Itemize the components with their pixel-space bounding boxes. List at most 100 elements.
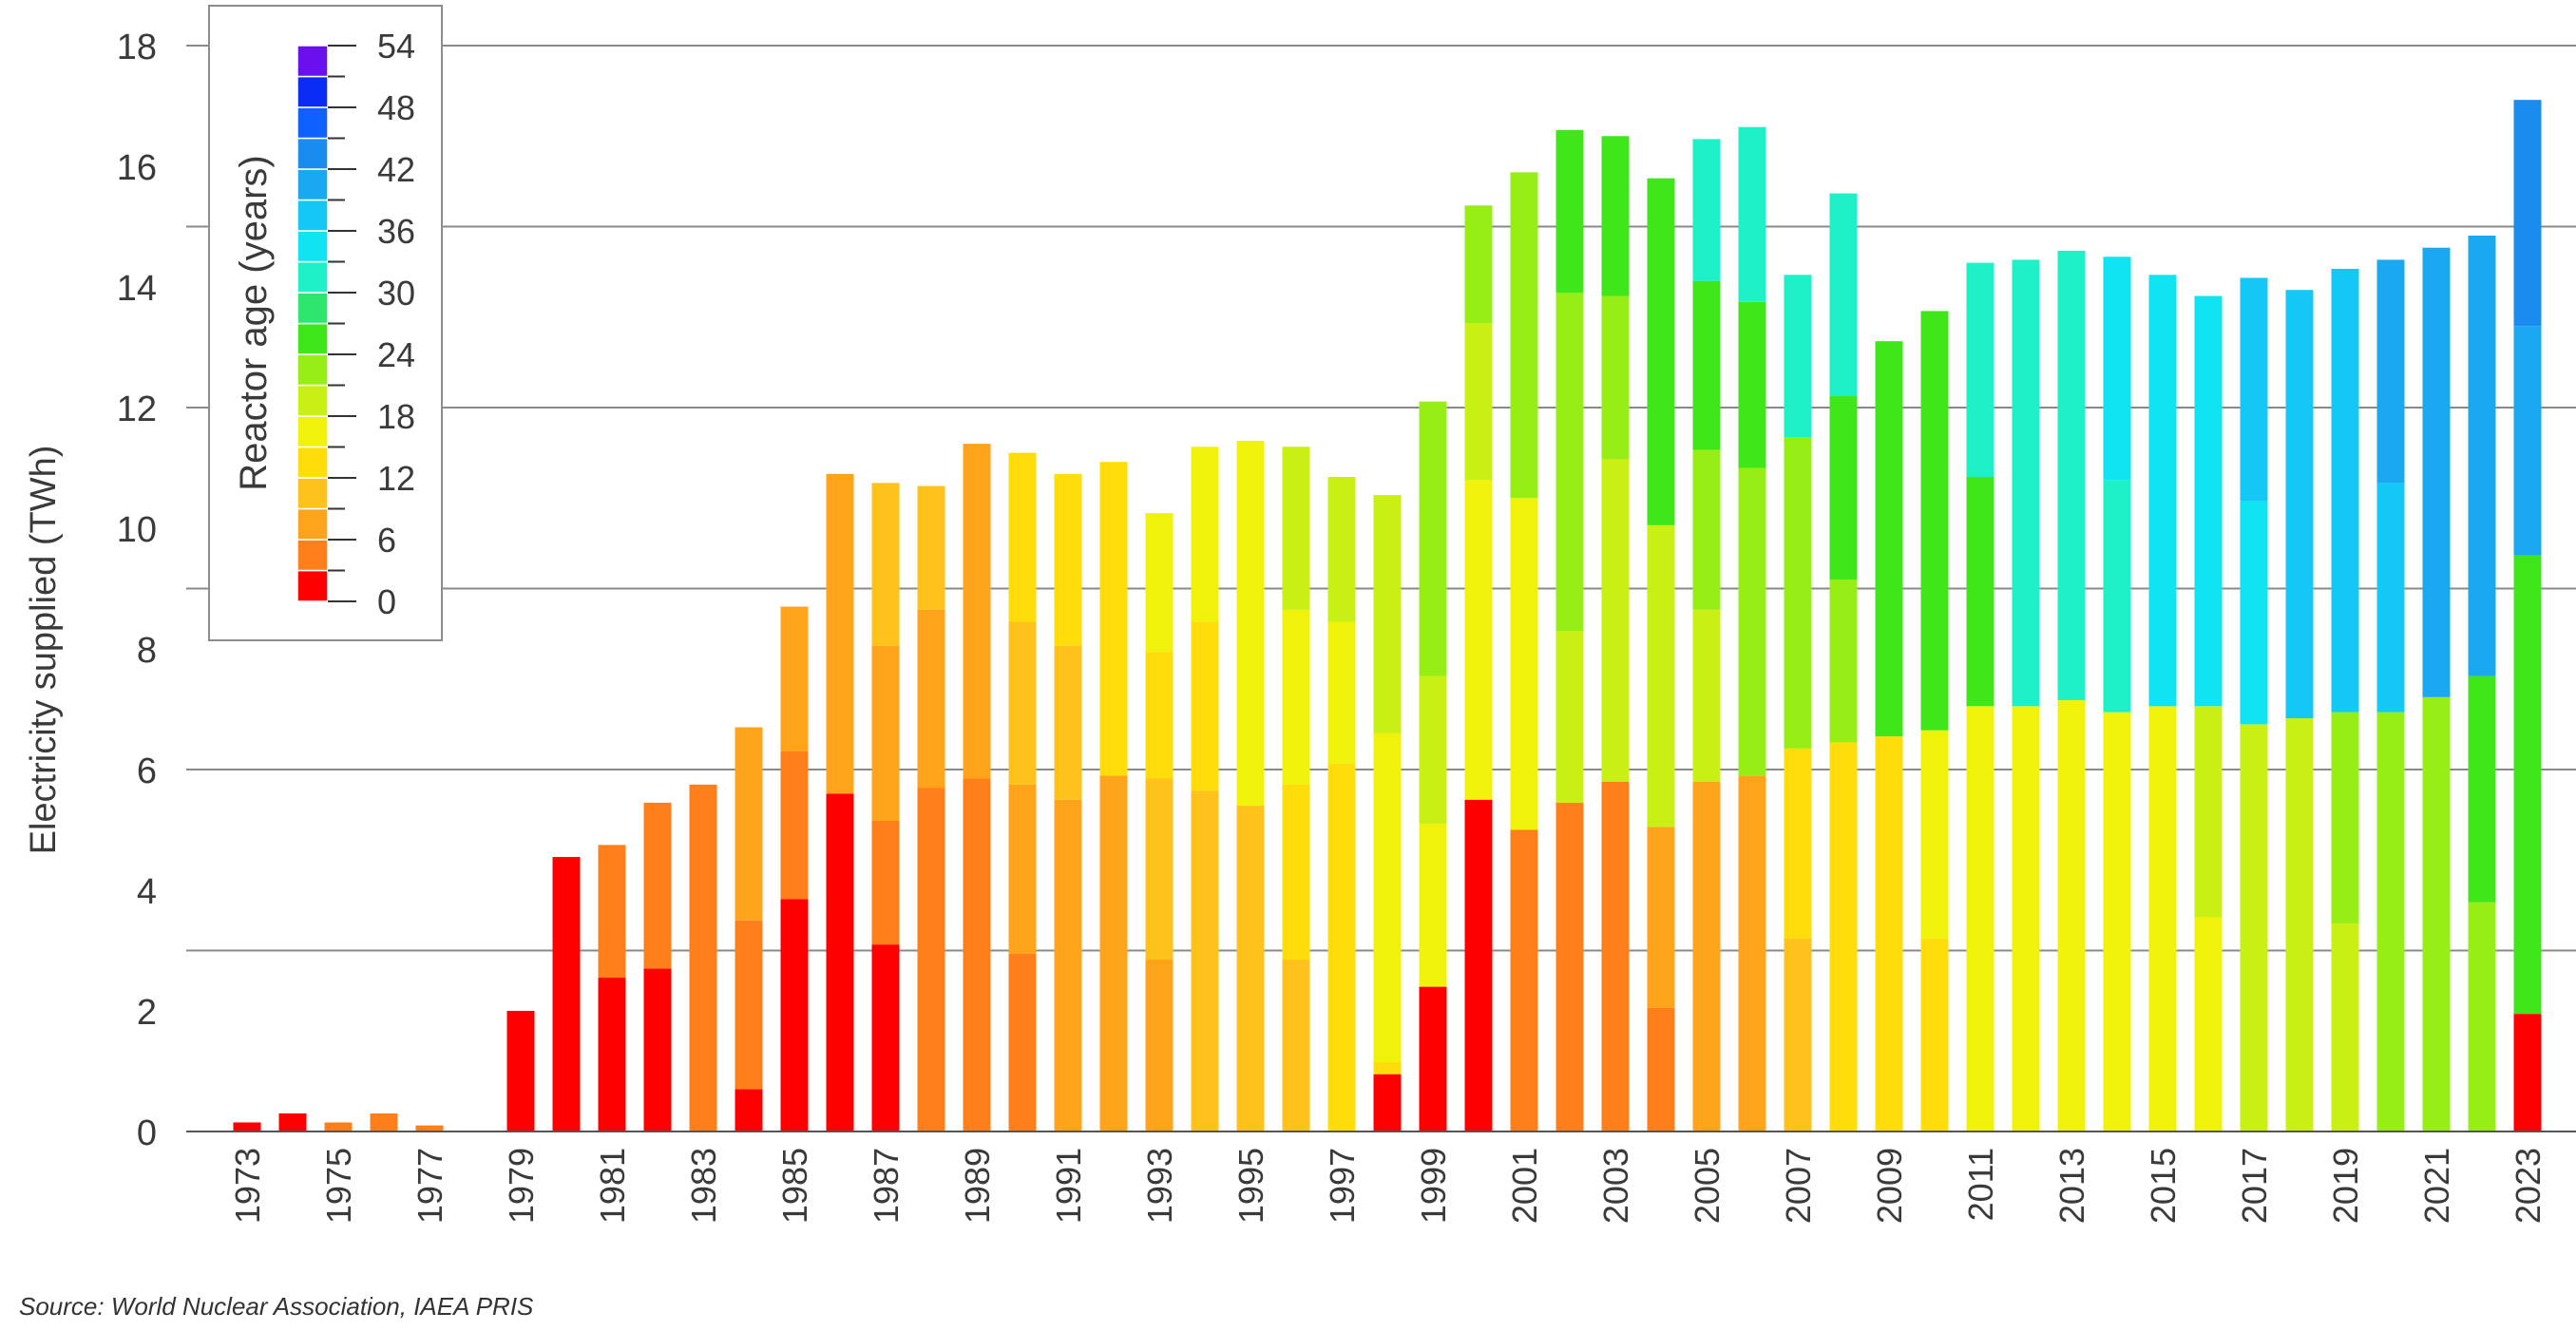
legend-swatch <box>296 477 329 510</box>
bar-segment <box>1875 341 1903 737</box>
bar-segment <box>780 606 809 751</box>
colorbar-legend: Reactor age (years) 0 6 12 18 24 30 36 42 48 54 <box>208 5 443 641</box>
legend-tick-label: 18 <box>377 397 415 436</box>
bar-segment <box>2468 675 2496 903</box>
x-tick-label: 2009 <box>1870 1148 1909 1224</box>
bar-segment <box>735 727 763 921</box>
x-tick-label: 1993 <box>1140 1148 1179 1224</box>
legend-tick-label: 30 <box>377 274 415 313</box>
bar-2013 <box>2057 250 2086 1131</box>
y-tick-label: 14 <box>117 269 157 309</box>
bar-2003 <box>1601 136 1630 1131</box>
bar-segment <box>1419 824 1447 987</box>
x-tick-label: 2003 <box>1596 1148 1635 1224</box>
y-tick-label: 16 <box>117 148 157 188</box>
bar-segment <box>1008 452 1037 622</box>
x-tick-label: 1983 <box>684 1148 723 1224</box>
bar-segment <box>780 899 809 1131</box>
bar-segment <box>917 609 945 789</box>
legend-swatch <box>296 230 329 263</box>
bar-1976 <box>370 1112 398 1131</box>
legend-swatches <box>296 45 329 602</box>
bar-segment <box>1692 449 1721 610</box>
bar-2023 <box>2513 100 2542 1131</box>
bar-2008 <box>1829 193 1858 1131</box>
bar-2001 <box>1510 172 1538 1131</box>
bar-segment <box>643 968 672 1131</box>
legend-swatch <box>296 353 329 387</box>
bar-1993 <box>1145 513 1174 1131</box>
bar-segment <box>1738 775 1766 1131</box>
bar-segment <box>1419 675 1447 825</box>
bar-segment <box>598 978 626 1131</box>
bar-1987 <box>871 483 900 1131</box>
bar-2012 <box>2012 259 2040 1131</box>
bar-segment <box>1282 609 1310 785</box>
bar-segment <box>1510 829 1538 1131</box>
y-tick-label: 4 <box>137 872 157 912</box>
bar-segment <box>1419 986 1447 1131</box>
bar-segment <box>1829 193 1858 396</box>
bar-2000 <box>1464 205 1493 1131</box>
bar-1988 <box>917 485 945 1131</box>
bar-1973 <box>233 1122 261 1131</box>
bar-segment <box>2240 501 2268 725</box>
bar-segment <box>1692 609 1721 782</box>
bar-segment <box>1145 513 1174 653</box>
bar-segment <box>1784 275 1812 438</box>
legend-swatch <box>296 137 329 170</box>
bar-segment <box>1692 139 1721 281</box>
bar-segment <box>1008 784 1037 954</box>
bar-segment <box>1054 799 1082 1131</box>
y-tick-label: 10 <box>117 510 157 550</box>
bar-segment <box>2148 275 2177 707</box>
bar-segment <box>2513 326 2542 556</box>
x-tick-label: 1989 <box>958 1148 997 1224</box>
x-tick-label: 2021 <box>2417 1148 2456 1224</box>
bar-1986 <box>826 473 854 1131</box>
bar-segment <box>1099 462 1128 776</box>
bar-segment <box>2194 917 2223 1131</box>
bar-segment <box>826 793 854 1131</box>
bar-segment <box>871 645 900 821</box>
bar-segment <box>2376 259 2405 484</box>
bar-1985 <box>780 606 809 1131</box>
bar-segment <box>1966 477 1994 707</box>
bar-segment <box>1191 621 1219 791</box>
bar-segment <box>1647 178 1675 525</box>
bar-segment <box>917 485 945 610</box>
legend-swatch <box>296 569 329 602</box>
bar-1977 <box>415 1125 444 1131</box>
bar-segment <box>2012 259 2040 707</box>
bar-segment <box>2422 247 2451 697</box>
x-tick-label: 1997 <box>1323 1148 1362 1224</box>
bar-segment <box>1373 1074 1402 1131</box>
x-tick-label: 1975 <box>319 1148 358 1224</box>
legend-swatch <box>296 384 329 417</box>
legend-swatch <box>296 45 329 78</box>
y-tick-label: 0 <box>137 1113 157 1153</box>
bar-1998 <box>1373 495 1402 1131</box>
bar-segment <box>2103 712 2131 1131</box>
bars <box>233 100 2542 1131</box>
bar-segment <box>1099 775 1128 1131</box>
bar-segment <box>735 1089 763 1131</box>
bar-segment <box>643 802 672 969</box>
y-tick-label: 2 <box>137 993 157 1033</box>
legend-tick-label: 12 <box>377 459 415 498</box>
bar-2005 <box>1692 139 1721 1131</box>
x-tick-label: 1979 <box>502 1148 541 1224</box>
bar-segment <box>1738 126 1766 302</box>
legend-swatch <box>296 292 329 325</box>
x-tick-label: 2013 <box>2052 1148 2091 1224</box>
bar-segment <box>2103 480 2131 713</box>
x-tick-label: 2015 <box>2144 1148 2183 1224</box>
bar-segment <box>1829 579 1858 743</box>
legend-tick-label: 24 <box>377 335 415 374</box>
bar-1990 <box>1008 452 1037 1131</box>
bar-segment <box>871 483 900 646</box>
bar-segment <box>2513 555 2542 1015</box>
legend-swatch <box>296 539 329 572</box>
